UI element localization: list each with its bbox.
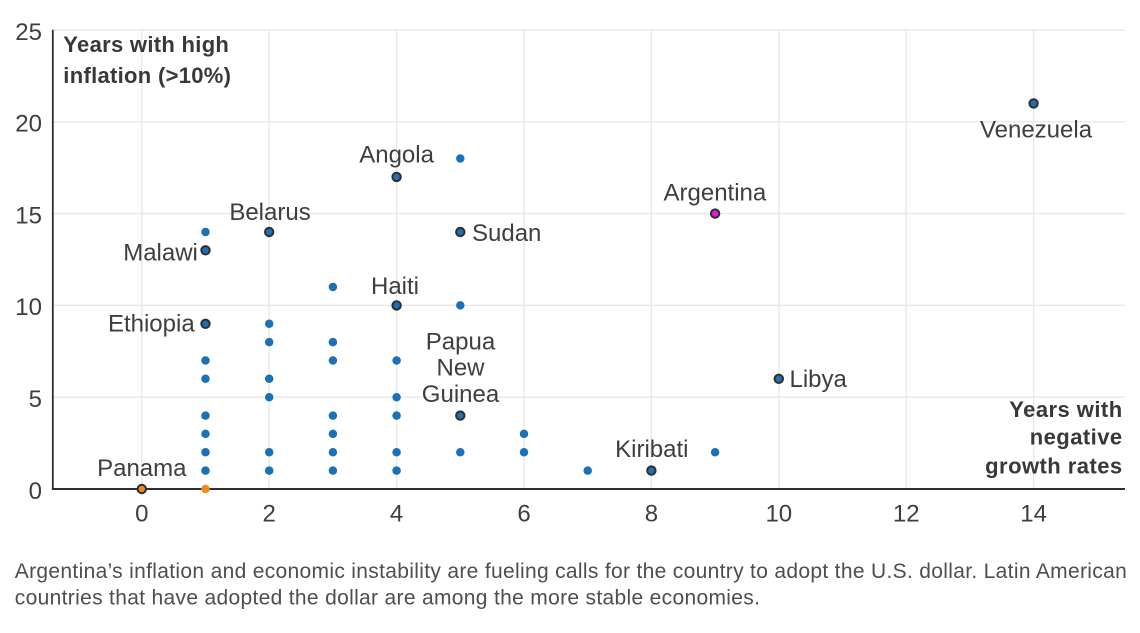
svg-text:14: 14: [1020, 500, 1047, 527]
svg-text:12: 12: [893, 500, 920, 527]
svg-text:Venezuela: Venezuela: [980, 117, 1093, 144]
svg-text:Years with: Years with: [1009, 397, 1122, 422]
svg-text:Ethiopia: Ethiopia: [108, 311, 195, 338]
svg-text:Guinea: Guinea: [422, 381, 500, 408]
svg-text:Belarus: Belarus: [229, 199, 310, 226]
svg-text:20: 20: [15, 111, 42, 138]
svg-text:Haiti: Haiti: [371, 273, 419, 300]
svg-text:Malawi: Malawi: [123, 240, 198, 267]
svg-text:25: 25: [15, 19, 42, 46]
svg-text:Kiribati: Kiribati: [615, 436, 688, 463]
svg-text:countries that have adopted th: countries that have adopted the dollar a…: [15, 586, 760, 609]
svg-text:15: 15: [15, 202, 42, 229]
svg-text:10: 10: [15, 294, 42, 321]
svg-text:0: 0: [135, 500, 148, 527]
svg-text:Libya: Libya: [790, 366, 848, 393]
svg-text:growth rates: growth rates: [985, 454, 1122, 479]
svg-text:Argentina: Argentina: [664, 180, 767, 207]
svg-text:6: 6: [517, 500, 530, 527]
svg-text:Argentina’s inflation and econ: Argentina’s inflation and economic insta…: [15, 560, 1127, 583]
svg-text:Sudan: Sudan: [472, 220, 541, 247]
svg-text:8: 8: [645, 500, 658, 527]
svg-text:0: 0: [29, 478, 42, 505]
svg-text:Panama: Panama: [97, 455, 187, 482]
svg-text:10: 10: [765, 500, 792, 527]
svg-text:Papua: Papua: [426, 328, 496, 355]
svg-text:negative: negative: [1030, 425, 1123, 450]
svg-text:New: New: [436, 355, 485, 382]
svg-text:Years with high: Years with high: [63, 32, 229, 57]
svg-text:2: 2: [263, 500, 276, 527]
svg-text:inflation (>10%): inflation (>10%): [63, 63, 231, 88]
svg-text:Angola: Angola: [359, 142, 434, 169]
svg-text:4: 4: [390, 500, 403, 527]
svg-text:5: 5: [29, 386, 42, 413]
